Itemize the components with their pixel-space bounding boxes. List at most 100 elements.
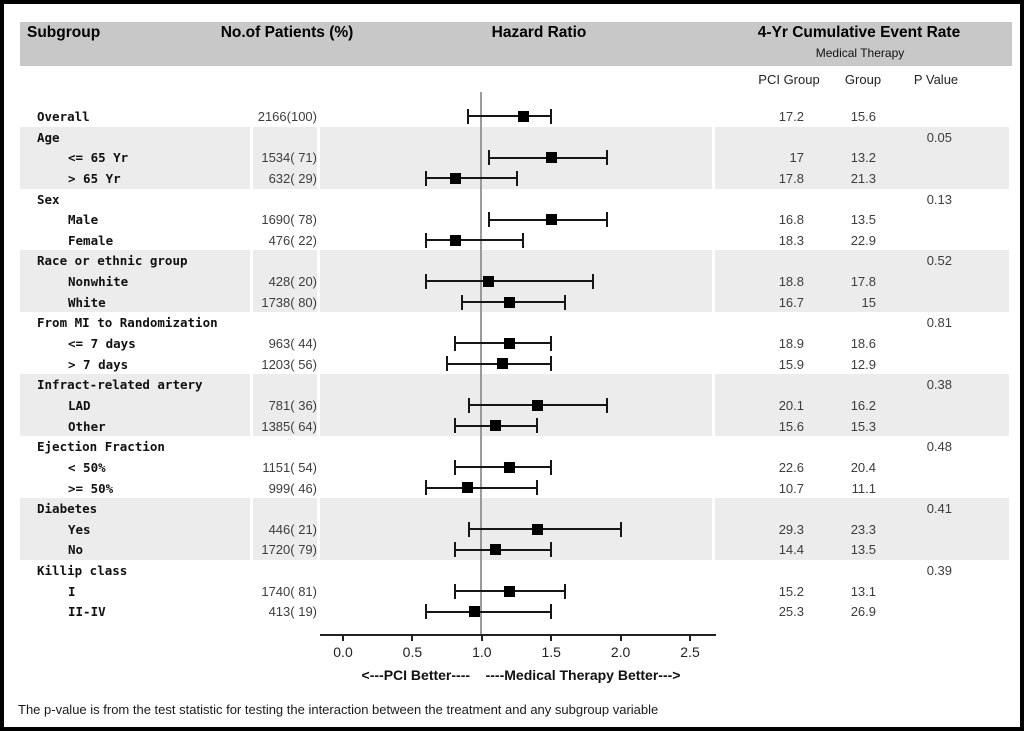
ci-cap-left [454,459,457,475]
pci-rate-value: 15.9 [778,356,804,372]
table-row: From MI to Randomization 0.81 [4,312,1020,333]
ci-cap-left [487,150,490,166]
row-shade-segment [320,374,712,395]
table-rows-layer: Overall 2166(100) 17.2 15.6 Age 0.05 <= 65 Yr 1… [4,4,1020,727]
table-row: Killip class 0.39 [4,560,1020,581]
ci-cap-right [550,459,553,475]
row-shade-segment [715,415,1009,437]
table-row: Age 0.05 [4,127,1020,148]
ci-cap-right [564,294,567,310]
ci-line [426,177,517,180]
row-shade-segment [20,147,250,168]
pci-rate-value: 18.9 [778,336,804,352]
row-shade-segment [253,250,317,272]
table-row: > 7 days 1203( 56) 15.9 12.9 [4,354,1020,375]
subgroup-label: LAD [68,397,91,413]
row-shade-segment [320,498,712,519]
p-value: 0.81 [926,315,952,331]
axis-tick-label: 2.0 [610,644,631,660]
patients-value: 1203( 56) [261,356,317,372]
hr-point-marker [462,482,474,494]
mt-rate-value: 12.9 [850,356,876,372]
header-band [20,22,1012,66]
ci-cap-left [454,542,457,558]
patients-value: 1738( 80) [261,294,317,310]
row-shade-segment [715,539,1009,561]
mt-rate-value: 17.8 [850,274,876,290]
row-shade-segment [20,539,250,561]
patients-value: 428( 20) [268,274,317,290]
row-shade-segment [20,250,250,272]
row-shade-segment [253,415,317,437]
p-value: 0.13 [926,191,952,207]
p-value: 0.05 [926,129,952,145]
table-row: Sex 0.13 [4,189,1020,210]
hr-point-marker [490,544,502,556]
axis-tick [342,634,344,641]
mt-rate-value: 13.2 [850,150,876,166]
mt-rate-value: 15.6 [850,109,876,124]
subgroup-label: Age [37,129,60,145]
patients-value: 999( 46) [268,480,317,496]
column-header-hazard-ratio: Hazard Ratio [491,24,587,41]
ci-cap-left [487,212,490,227]
row-shade-segment [320,126,712,148]
row-shade-segment [253,539,317,561]
pci-rate-value: 25.3 [778,604,804,620]
row-shade-segment [20,518,250,540]
ci-cap-right [605,150,608,166]
pci-rate-value: 10.7 [778,480,804,496]
patients-value: 2166(100) [257,109,317,124]
subgroup-label: Yes [68,521,91,537]
ci-cap-left [466,108,469,124]
ci-line [455,466,552,469]
mt-rate-value: 13.1 [850,583,876,599]
row-shade-segment [253,126,317,148]
row-shading-layer [4,4,1020,727]
mt-rate-value: 20.4 [850,459,876,475]
axis-tick [411,634,414,641]
subgroup-label: Nonwhite [68,274,129,290]
p-value: 0.52 [926,253,952,269]
ci-cap-right [515,170,518,186]
table-row: <= 7 days 963( 44) 18.9 18.6 [4,333,1020,354]
table-row: Overall 2166(100) 17.2 15.6 [4,106,1020,127]
axis-tick-label: 0.0 [333,644,353,660]
p-value: 0.48 [926,439,952,455]
pci-rate-value: 18.3 [778,232,804,248]
ci-cap-right [605,212,608,227]
row-shade-segment [20,271,250,292]
table-row: LAD 781( 36) 20.1 16.2 [4,395,1020,416]
ci-cap-left [425,170,428,186]
pci-rate-value: 15.6 [778,418,804,434]
mt-rate-value: 11.1 [851,480,876,496]
column-header-patients: No.of Patients (%) [220,24,354,41]
hr-point-marker [469,606,481,618]
subgroup-label: <= 7 days [68,336,136,352]
row-shade-segment [20,374,250,395]
table-row: Male 1690( 78) 16.8 13.5 [4,209,1020,230]
ci-cap-left [468,521,471,537]
ci-cap-left [425,480,428,496]
mt-rate-value: 15 [861,294,876,310]
subgroup-label: Overall [37,109,90,124]
table-row: Other 1385( 64) 15.6 15.3 [4,416,1020,437]
subgroup-label: > 65 Yr [68,170,121,186]
subgroup-label: >= 50% [68,480,114,496]
p-value: 0.41 [926,501,952,517]
table-row: >= 50% 999( 46) 10.7 11.1 [4,478,1020,499]
subheader-group: Group [844,72,882,87]
table-row: Infract-related artery 0.38 [4,374,1020,395]
row-shade-segment [20,126,250,148]
row-shade-segment [253,147,317,168]
axis-tick-label: 2.5 [680,644,700,660]
patients-value: 781( 36) [268,397,317,413]
ci-cap-right [591,273,594,289]
row-shade-segment [253,498,317,519]
table-row: Nonwhite 428( 20) 18.8 17.8 [4,271,1020,292]
subgroup-label: Other [68,418,106,434]
subgroup-label: Female [68,232,114,248]
ci-cap-left [454,583,457,599]
patients-value: 632( 29) [268,170,317,186]
pci-rate-value: 15.2 [778,583,804,599]
